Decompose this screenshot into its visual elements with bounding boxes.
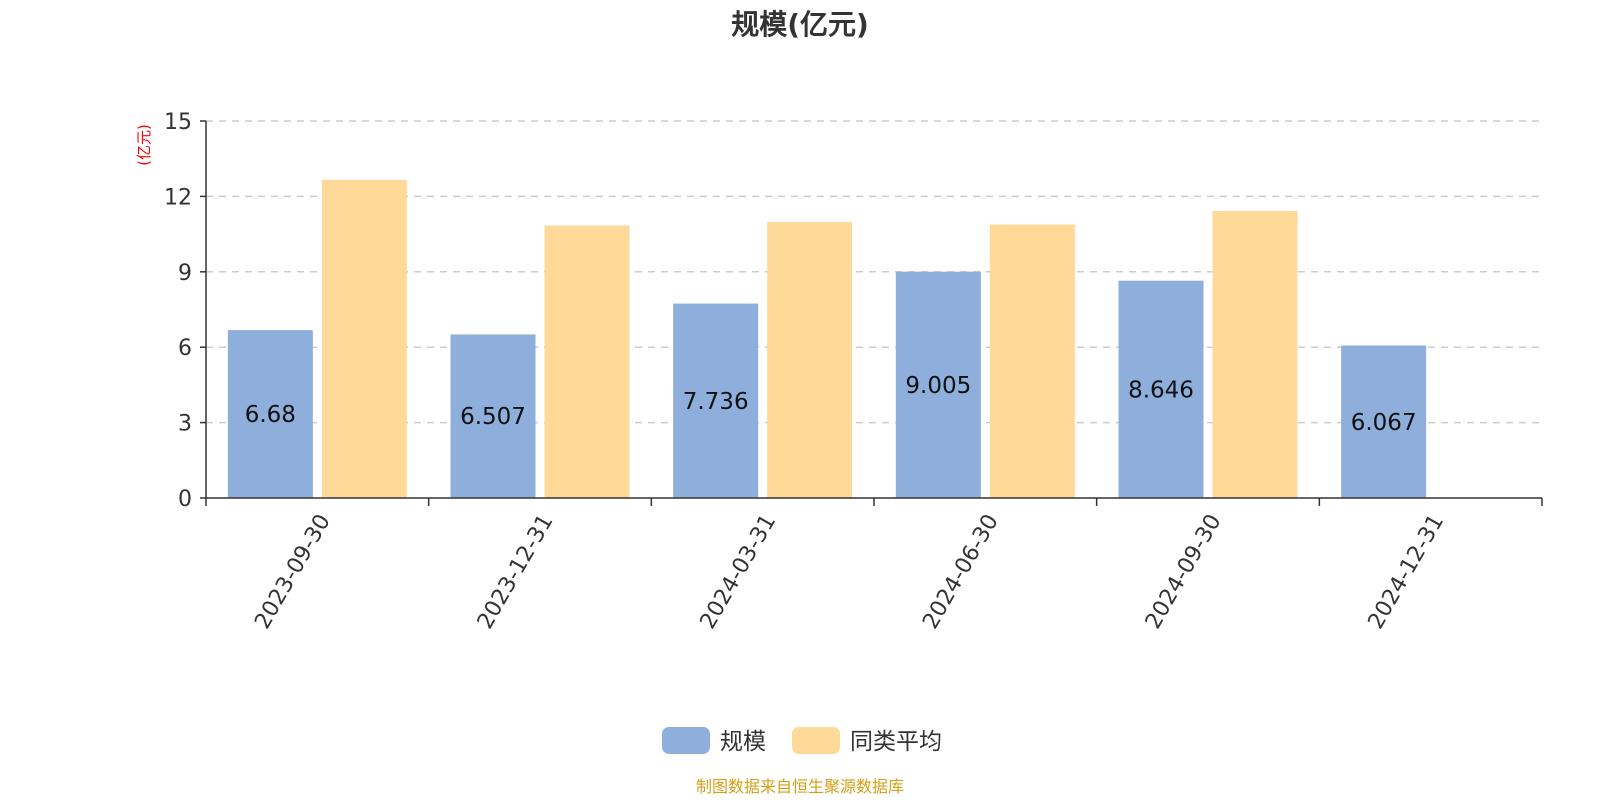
bar-scale-2024-03-31[interactable] xyxy=(673,303,759,498)
x-tick-label: 2024-03-31 xyxy=(696,510,782,633)
data-label: 8.646 xyxy=(1128,377,1194,403)
bar-peer-average-2023-12-31[interactable] xyxy=(544,225,630,498)
bars xyxy=(227,179,1427,499)
data-label: 6.68 xyxy=(245,402,296,428)
bar-scale-2024-09-30[interactable] xyxy=(1118,280,1204,498)
data-label: 7.736 xyxy=(683,389,749,415)
legend-swatch xyxy=(662,727,710,754)
x-tick-label: 2024-12-31 xyxy=(1364,510,1450,633)
bar-scale-2023-09-30[interactable] xyxy=(227,330,313,498)
legend-label: 规模 xyxy=(720,729,766,755)
data-labels: 6.68 6.507 7.736 9.005 8.646 6.067 xyxy=(245,373,1417,436)
bar-peer-average-2024-09-30[interactable] xyxy=(1212,210,1298,498)
y-tick-label: 12 xyxy=(164,185,192,210)
y-tick-label: 9 xyxy=(178,261,192,286)
legend[interactable]: 规模 同类平均 xyxy=(662,727,942,755)
y-axis-label: (亿元) xyxy=(135,124,153,166)
grid-lines xyxy=(206,120,1542,424)
data-label: 9.005 xyxy=(905,373,971,399)
chart-title: 规模(亿元) xyxy=(731,8,869,41)
y-tick-label: 0 xyxy=(178,487,192,512)
data-label: 6.067 xyxy=(1351,410,1417,436)
legend-swatch xyxy=(792,727,840,754)
y-tick-label: 3 xyxy=(178,412,192,437)
y-tick-label: 6 xyxy=(178,336,192,361)
legend-item-scale[interactable]: 规模 xyxy=(662,727,766,755)
x-tick-label: 2024-06-30 xyxy=(918,510,1004,633)
x-tick-label: 2024-09-30 xyxy=(1141,510,1227,633)
bar-scale-2024-12-31[interactable] xyxy=(1341,345,1427,498)
bar-peer-average-2024-06-30[interactable] xyxy=(989,224,1075,499)
x-tick-label: 2023-12-31 xyxy=(473,510,559,633)
data-label: 6.507 xyxy=(460,404,526,430)
y-tick-label: 15 xyxy=(164,110,192,135)
legend-item-peer-average[interactable]: 同类平均 xyxy=(792,727,942,755)
bar-scale-2024-06-30[interactable] xyxy=(895,271,981,498)
bar-peer-average-2024-03-31[interactable] xyxy=(767,222,853,498)
legend-label: 同类平均 xyxy=(850,729,942,755)
bar-peer-average-2023-09-30[interactable] xyxy=(321,179,407,498)
x-tick-label: 2023-09-30 xyxy=(250,510,336,633)
source-note: 制图数据来自恒生聚源数据库 xyxy=(696,777,904,796)
bar-scale-2023-12-31[interactable] xyxy=(450,334,536,498)
